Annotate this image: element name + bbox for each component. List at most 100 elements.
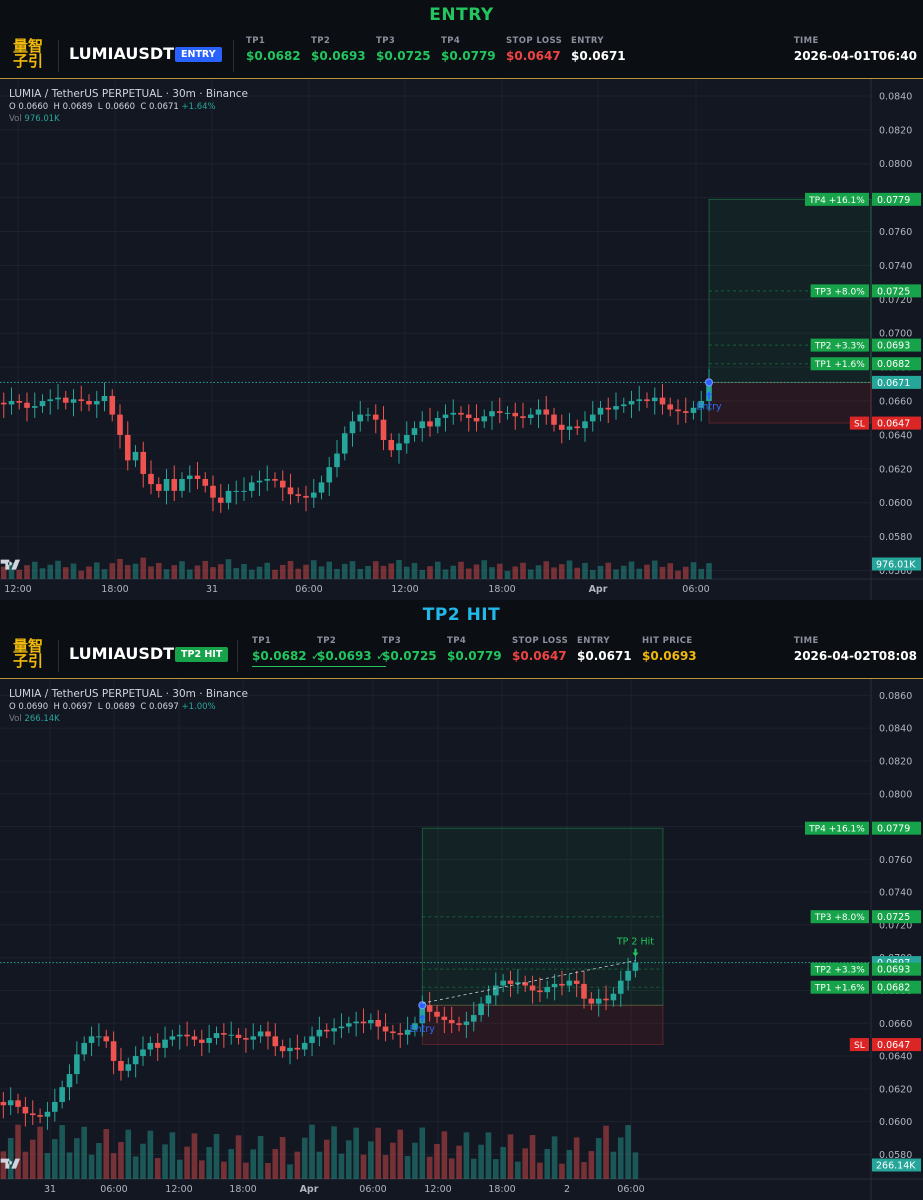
volume-tag-value: 266.14K [876, 1161, 916, 1172]
candle-body [529, 985, 536, 991]
candle-body [357, 414, 364, 422]
price-chart[interactable]: 0.08600.08400.08200.08000.07800.07600.07… [0, 679, 923, 1200]
volume-bar [341, 563, 348, 579]
candle-body [117, 414, 123, 435]
candle-body [382, 1026, 389, 1032]
price-tag-value: 0.0693 [877, 341, 910, 352]
volume-bar [331, 1126, 337, 1179]
candle-body [16, 401, 23, 403]
volume-bar [132, 563, 139, 579]
volume-bar [698, 568, 705, 579]
candlestick-chart[interactable]: 0.08400.08200.08000.07800.07600.07400.07… [0, 79, 923, 600]
candle-body [74, 1054, 80, 1075]
candle-body [318, 482, 325, 493]
candle-body [620, 404, 627, 407]
candle-body [62, 397, 69, 403]
volume-bar [257, 1136, 264, 1179]
candle-body [632, 962, 639, 971]
candle-body [52, 1101, 58, 1112]
candle-body [380, 419, 387, 441]
price-tag-value: 0.0647 [877, 1040, 910, 1051]
x-tick-label: 2 [564, 1184, 570, 1195]
candle-body [326, 467, 333, 483]
volume-bar [295, 568, 302, 579]
volume-bar [470, 1158, 477, 1179]
volume-bar [55, 560, 61, 579]
stat-tp2: TP2 $0.0693 [311, 36, 366, 63]
volume-bar [96, 1143, 102, 1179]
volume-bar [334, 568, 340, 579]
candle-body [250, 1036, 257, 1040]
stat-value: $0.0693 ✓ [317, 649, 386, 663]
volume-bar [456, 1145, 462, 1179]
volume-bar [15, 1124, 21, 1179]
price-tag-label: TP4 +16.1% [808, 825, 865, 835]
price-tag-box [872, 821, 921, 835]
stat-value: $0.0693 [311, 49, 366, 63]
volume-bar [450, 565, 457, 579]
x-tick-label: 12:00 [424, 1184, 451, 1195]
candle-body [169, 1036, 176, 1040]
volume-bar [396, 559, 402, 579]
entry-marker-label: Entry [696, 401, 722, 412]
hit-arrow-icon [632, 948, 639, 957]
candle-body [682, 411, 689, 413]
candle-body [0, 1101, 7, 1106]
candle-body [690, 407, 697, 413]
candle-body [210, 485, 216, 498]
volume-bar [448, 1158, 455, 1179]
y-tick-label: 0.0660 [879, 397, 912, 408]
volume-bar [589, 569, 596, 579]
volume-bar [582, 562, 588, 579]
candle-body [427, 421, 433, 427]
candle-body [667, 404, 674, 410]
volume-bar [8, 562, 15, 579]
time-value: 2026-04-01T06:40 [793, 49, 917, 63]
volume-bar [86, 566, 92, 579]
volume-bar [217, 564, 224, 579]
candle-body [272, 1036, 279, 1047]
volume-bar [675, 570, 681, 579]
volume-bar [404, 1156, 411, 1179]
candle-body [458, 412, 464, 415]
candle-body [272, 479, 278, 481]
candle-body [375, 1019, 381, 1027]
price-tag-label: TP2 +3.3% [814, 966, 865, 976]
volume-bar [303, 564, 309, 579]
y-tick-label: 0.0740 [879, 261, 912, 272]
chart-legend: LUMIA / TetherUS PERPETUAL · 30m · Binan… [9, 88, 248, 100]
candle-body [500, 980, 506, 986]
volume-bar [66, 1152, 73, 1179]
candle-body [349, 421, 356, 434]
price-tag-box [872, 416, 921, 430]
volume-bar [651, 560, 658, 579]
panel-banner: TP2 HIT [0, 600, 923, 631]
candle-body [225, 490, 232, 503]
volume-bar [375, 1127, 381, 1179]
price-tag-label-box [849, 416, 869, 430]
entry-arrow-icon [419, 1014, 426, 1023]
stat-label: TP4 [447, 636, 467, 646]
candlestick-chart[interactable]: 0.08600.08400.08200.08000.07800.07600.07… [0, 679, 923, 1200]
signal-header: 量智 子引 LUMIAUSDT TP2 HIT TP1 $0.0682 ✓ TP2 $0… [0, 630, 923, 679]
price-tag-value: 0.0725 [877, 286, 910, 297]
position-zones [421, 827, 664, 1045]
volume-bar [221, 1161, 227, 1179]
candle-body [651, 397, 658, 402]
volume-bar [162, 1144, 168, 1179]
price-chart[interactable]: 0.08400.08200.08000.07800.07600.07400.07… [0, 79, 923, 600]
candles [0, 368, 712, 513]
entry-marker-label: Entry [410, 1024, 436, 1035]
candle-body [171, 479, 178, 491]
candle-body [287, 487, 294, 495]
candle-body [233, 490, 240, 492]
volume-bar [228, 1149, 234, 1179]
candle-body [132, 1056, 139, 1065]
volume-bar [241, 564, 247, 579]
stat-tp4: TP4 $0.0779 [447, 636, 502, 663]
x-tick-label: 06:00 [617, 1184, 644, 1195]
candle-body [390, 1031, 396, 1034]
price-tag-label-box [805, 192, 869, 206]
x-tick-label: 12:00 [391, 584, 418, 595]
x-tick-label: 06:00 [359, 1184, 386, 1195]
